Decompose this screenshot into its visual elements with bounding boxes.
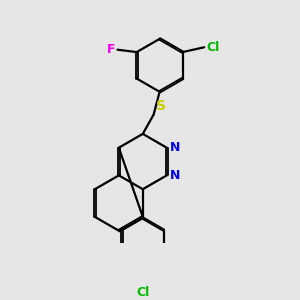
Text: Cl: Cl	[136, 286, 149, 299]
Text: Cl: Cl	[206, 41, 219, 54]
Text: F: F	[107, 43, 116, 56]
Text: N: N	[170, 169, 181, 182]
Text: S: S	[157, 99, 166, 113]
Text: N: N	[170, 141, 181, 154]
